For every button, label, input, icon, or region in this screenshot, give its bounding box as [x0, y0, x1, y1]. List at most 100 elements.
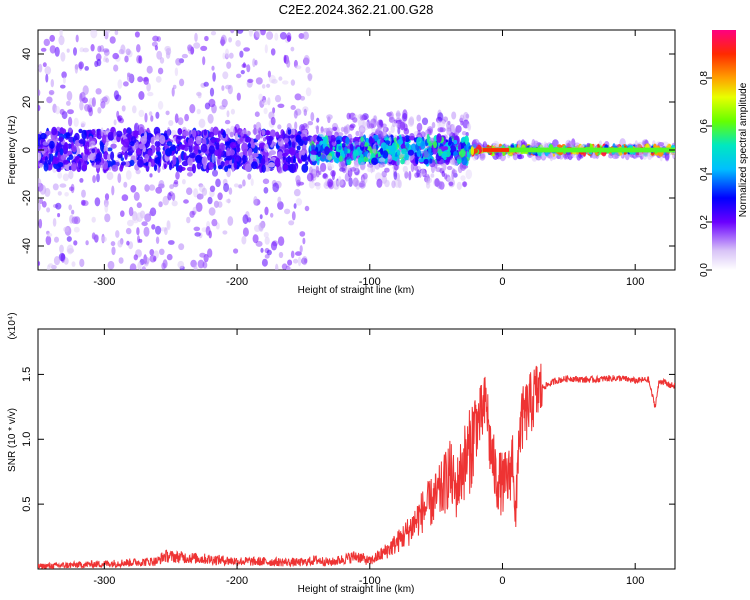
heatmap-core-peak [482, 148, 510, 152]
heatmap-cell [110, 143, 117, 149]
heatmap-cell [187, 44, 193, 52]
heatmap-cell [212, 72, 216, 82]
heatmap-cell [44, 66, 52, 75]
heatmap-cell [155, 134, 160, 142]
heatmap-cell [264, 44, 268, 54]
heatmap-cell [421, 117, 429, 126]
heatmap-cell [212, 169, 218, 177]
heatmap-cell [283, 137, 289, 144]
heatmap-cell [310, 112, 315, 122]
heatmap-cell [318, 170, 322, 175]
heatmap-cell [384, 140, 391, 145]
heatmap-cell [400, 158, 405, 165]
heatmap-cell [59, 148, 64, 156]
heatmap-cell [230, 108, 235, 115]
heatmap-cell [67, 109, 74, 115]
heatmap-cell [53, 256, 61, 266]
heatmap-cell [43, 38, 50, 47]
heatmap-cell [207, 113, 214, 124]
heatmap-cell [254, 111, 260, 117]
heatmap-cell [460, 120, 464, 126]
heatmap-cell [543, 141, 548, 150]
snr-y-ticks: 0.5 1.0 1.5 [21, 367, 675, 512]
heatmap-cell [112, 52, 119, 60]
heatmap-cell [370, 118, 377, 128]
heatmap-cell [380, 131, 388, 138]
heatmap-cell [431, 121, 436, 129]
heatmap-cell [74, 132, 80, 142]
heatmap-cell [269, 150, 276, 156]
heatmap-cell [285, 156, 292, 163]
heatmap-cell [98, 162, 105, 169]
heatmap-cell [69, 186, 74, 192]
heatmap-cell [221, 85, 225, 91]
heatmap-cell [228, 37, 233, 43]
heatmap-cell [255, 30, 261, 38]
heatmap-cell [62, 159, 69, 165]
heatmap-cell [331, 170, 335, 181]
heatmap-cell [95, 153, 101, 162]
heatmap-cell [155, 236, 160, 244]
heatmap-cell [326, 114, 333, 120]
heatmap-cell [247, 78, 254, 83]
heatmap-cell [255, 121, 262, 132]
heatmap-cell [261, 99, 269, 106]
heatmap-cell [216, 158, 221, 166]
heatmap-cell [247, 173, 252, 180]
heatmap-cell [171, 200, 178, 207]
heatmap-cell [68, 170, 74, 180]
heatmap-cell [116, 110, 120, 119]
heatmap-cell [109, 36, 116, 44]
heatmap-cell [194, 32, 198, 43]
heatmap-cell [465, 169, 473, 180]
heatmap-cell [193, 145, 199, 155]
heatmap-cell [263, 231, 269, 238]
heatmap-cell [136, 212, 143, 223]
heatmap-cell [45, 235, 52, 246]
heatmap-cell [205, 226, 211, 236]
heatmap-cell [38, 63, 43, 73]
heatmap-cell [177, 117, 184, 126]
heatmap-cell [416, 122, 423, 132]
heatmap-cell [66, 100, 71, 106]
heatmap-cell [225, 199, 231, 203]
heatmap-cell [402, 165, 408, 173]
snr-series-line [38, 363, 675, 569]
heatmap-cell [372, 144, 377, 155]
heatmap-cell [178, 164, 183, 173]
heatmap-cell [156, 50, 163, 60]
heatmap-cell [182, 130, 190, 137]
heatmap-cell [44, 130, 52, 136]
heatmap-cell [123, 81, 129, 87]
snr-x-tick-label: -300 [93, 575, 115, 587]
heatmap-cell [261, 258, 268, 267]
heatmap-cell [265, 135, 270, 140]
heatmap-cell [446, 121, 451, 130]
heatmap-cell [173, 179, 179, 185]
heatmap-cell [437, 112, 444, 122]
heatmap-cell [438, 119, 446, 128]
heatmap-cell [384, 167, 390, 173]
heat-y-tick-label: 0 [21, 147, 33, 153]
heatmap-cell [394, 178, 401, 188]
heatmap-cell [155, 146, 161, 152]
heatmap-cell [166, 126, 171, 137]
heatmap-cell [153, 164, 158, 172]
heatmap-cell [166, 141, 173, 147]
heatmap-cell [547, 153, 553, 159]
heatmap-cell [46, 96, 53, 104]
heatmap-cell [157, 100, 164, 110]
heatmap-cell [305, 87, 312, 97]
heatmap-cell [305, 66, 311, 74]
heatmap-cell [451, 169, 457, 175]
heatmap-cell [287, 259, 293, 266]
heatmap-cell [420, 140, 426, 150]
heatmap-cell [95, 88, 102, 95]
heatmap-cell [196, 108, 201, 115]
heatmap-cell [277, 196, 282, 203]
heatmap-cell [246, 64, 251, 73]
heatmap-cell [192, 163, 196, 174]
heatmap-cell [78, 160, 82, 170]
heatmap-cell [67, 127, 72, 133]
heatmap-cell [163, 163, 167, 170]
